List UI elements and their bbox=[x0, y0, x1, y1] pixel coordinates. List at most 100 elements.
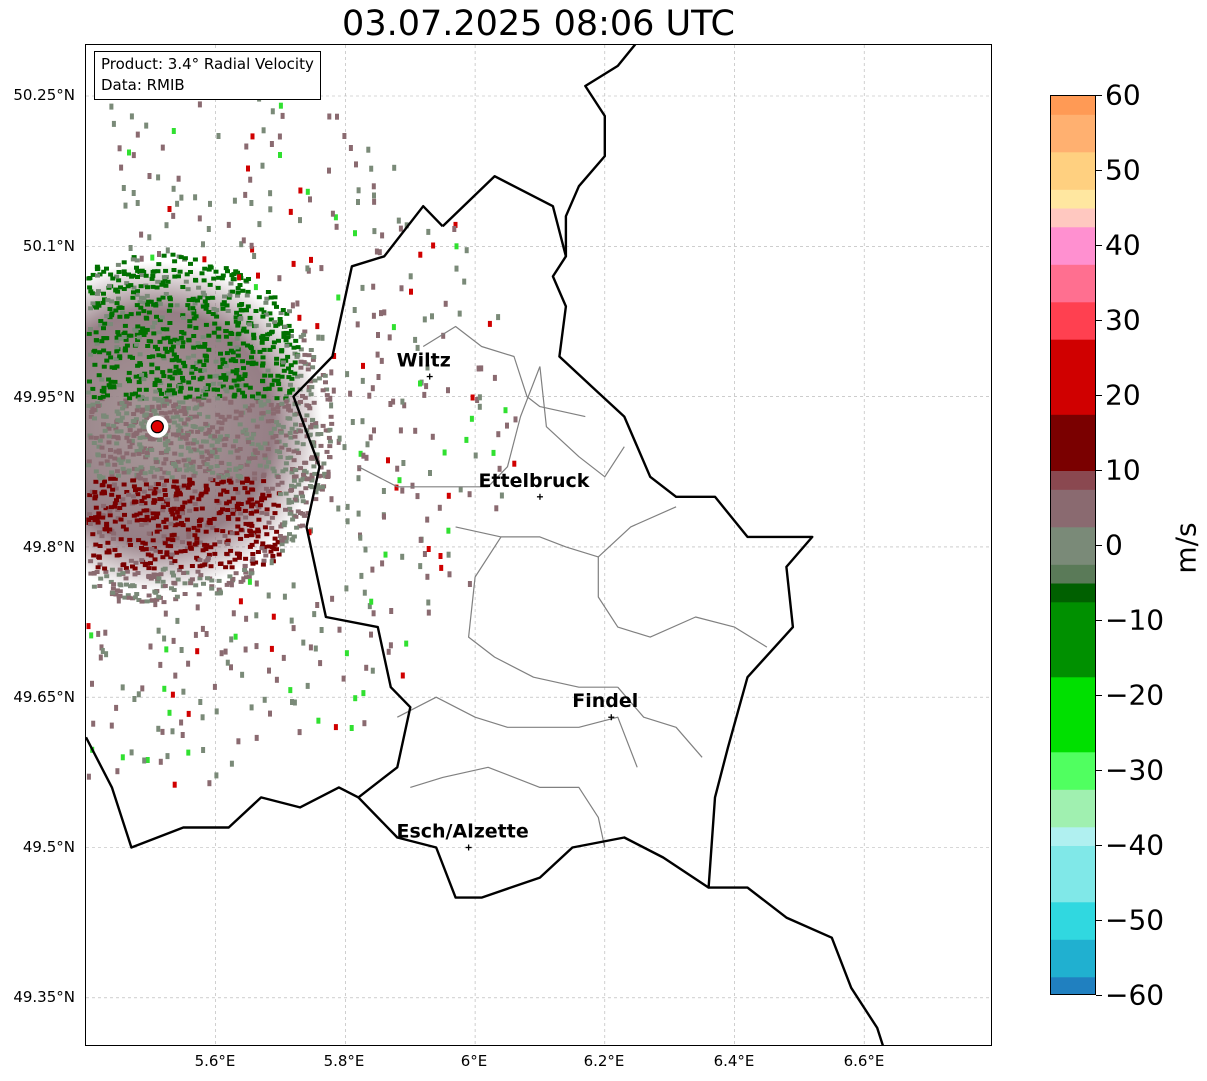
city-ettelbruck[interactable]: Ettelbruck bbox=[478, 470, 590, 500]
echo-pixel bbox=[300, 394, 305, 398]
echo-pixel bbox=[376, 374, 381, 380]
echo-pixel bbox=[287, 506, 293, 511]
echo-pixel bbox=[127, 149, 131, 156]
radar-map[interactable]: Wiltz Ettelbruck Findel Esch/Alzette bbox=[86, 45, 992, 1046]
echo-pixel bbox=[266, 592, 271, 599]
echo-pixel bbox=[136, 451, 142, 456]
echo-pixel bbox=[150, 437, 156, 442]
echo-pixel bbox=[203, 386, 209, 390]
echo-pixel bbox=[216, 447, 222, 452]
echo-pixel bbox=[139, 599, 145, 604]
echo-pixel bbox=[247, 315, 253, 320]
echo-pixel bbox=[261, 310, 267, 315]
echo-pixel bbox=[249, 523, 255, 528]
echo-pixel bbox=[245, 343, 250, 348]
city-wiltz[interactable]: Wiltz bbox=[397, 350, 451, 380]
echo-pixel bbox=[197, 412, 202, 417]
echo-pixel bbox=[208, 545, 214, 550]
echo-pixel bbox=[172, 479, 178, 484]
echo-pixel bbox=[179, 511, 185, 516]
echo-pixel bbox=[223, 565, 229, 570]
echo-pixel bbox=[275, 503, 281, 508]
echo-pixel bbox=[187, 324, 193, 329]
echo-pixel bbox=[142, 563, 148, 568]
echo-pixel bbox=[169, 570, 175, 575]
echo-pixel bbox=[253, 309, 259, 313]
echo-pixel bbox=[185, 446, 191, 451]
echo-pixel bbox=[93, 494, 99, 499]
echo-pixel bbox=[431, 242, 436, 249]
echo-pixel bbox=[170, 512, 176, 517]
echo-pixel bbox=[214, 464, 220, 468]
echo-pixel bbox=[341, 675, 346, 682]
echo-pixel bbox=[398, 225, 403, 232]
echo-pixel bbox=[90, 402, 96, 407]
echo-pixel bbox=[269, 526, 275, 530]
echo-pixel bbox=[117, 145, 122, 152]
echo-pixel bbox=[239, 376, 245, 381]
echo-pixel bbox=[234, 531, 240, 536]
map-panel[interactable]: Wiltz Ettelbruck Findel Esch/Alzette bbox=[85, 44, 992, 1046]
echo-pixel bbox=[164, 503, 170, 507]
echo-pixel bbox=[259, 546, 265, 551]
echo-pixel bbox=[211, 330, 217, 335]
echo-pixel bbox=[212, 551, 218, 556]
echo-pixel bbox=[202, 299, 208, 304]
echo-pixel bbox=[135, 363, 141, 368]
echo-pixel bbox=[182, 581, 188, 586]
echo-pixel bbox=[214, 308, 220, 313]
echo-pixel bbox=[303, 486, 309, 491]
echo-pixel bbox=[197, 359, 203, 364]
echo-pixel bbox=[142, 501, 148, 506]
echo-pixel bbox=[157, 388, 163, 393]
echo-pixel bbox=[269, 330, 274, 335]
echo-pixel bbox=[333, 214, 338, 221]
echo-pixel bbox=[167, 709, 172, 716]
echo-pixel bbox=[222, 443, 228, 448]
echo-pixel bbox=[418, 380, 422, 387]
echo-pixel bbox=[161, 502, 166, 507]
echo-pixel bbox=[279, 374, 285, 379]
colorbar-band bbox=[1051, 546, 1095, 566]
echo-pixel bbox=[172, 523, 178, 528]
echo-pixel bbox=[123, 348, 128, 353]
echo-pixel bbox=[137, 511, 143, 516]
city-esch-alzette[interactable]: Esch/Alzette bbox=[396, 821, 529, 851]
echo-pixel bbox=[279, 445, 285, 450]
echo-pixel bbox=[217, 365, 223, 370]
echo-pixel bbox=[114, 704, 119, 711]
echo-pixel bbox=[257, 503, 263, 508]
echo-pixel bbox=[266, 386, 272, 391]
echo-pixel bbox=[279, 401, 285, 406]
lon-label: 6.4°E bbox=[713, 1052, 755, 1070]
echo-pixel bbox=[137, 449, 143, 453]
colorbar-tick-label: 20 bbox=[1105, 378, 1141, 412]
echo-pixel bbox=[164, 349, 170, 354]
echo-pixel bbox=[302, 395, 308, 400]
echo-pixel bbox=[192, 301, 198, 306]
echo-pixel bbox=[115, 516, 121, 521]
echo-pixel bbox=[205, 556, 211, 561]
echo-pixel bbox=[159, 475, 165, 480]
echo-pixel bbox=[291, 449, 297, 454]
echo-pixel bbox=[426, 599, 431, 606]
colorbar-band bbox=[1051, 133, 1095, 153]
echo-pixel bbox=[249, 200, 254, 206]
echo-pixel bbox=[126, 492, 132, 497]
echo-pixel bbox=[249, 568, 254, 573]
echo-pixel bbox=[90, 272, 96, 277]
echo-pixel bbox=[308, 196, 312, 203]
echo-pixel bbox=[114, 435, 120, 440]
city-findel[interactable]: Findel bbox=[572, 690, 638, 721]
echo-pixel bbox=[114, 274, 120, 279]
echo-pixel bbox=[104, 521, 110, 526]
echo-pixel bbox=[96, 630, 101, 637]
echo-pixel bbox=[141, 377, 147, 382]
echo-pixel bbox=[186, 660, 191, 667]
echo-pixel bbox=[198, 517, 203, 522]
echo-pixel bbox=[375, 351, 380, 358]
echo-pixel bbox=[237, 422, 243, 427]
echo-pixel bbox=[107, 513, 113, 518]
echo-pixel bbox=[301, 332, 307, 337]
echo-pixel bbox=[268, 206, 273, 213]
